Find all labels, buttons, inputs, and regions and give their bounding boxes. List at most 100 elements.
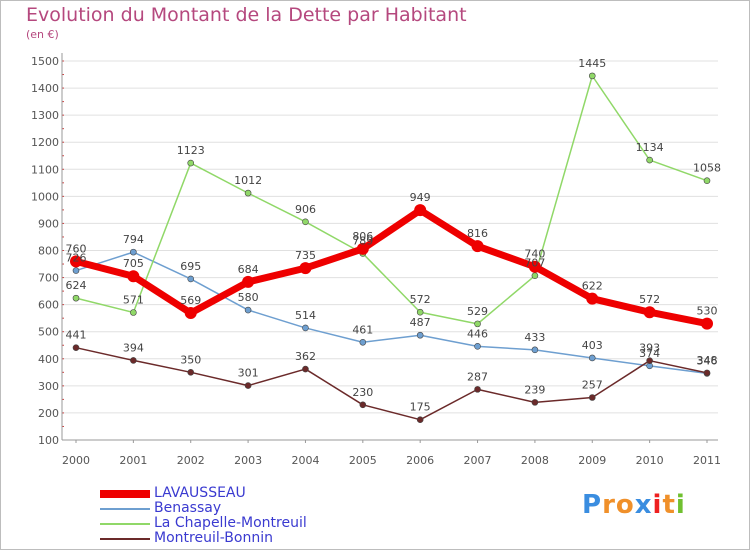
series-line-la-chapelle-montreuil: [75, 75, 708, 325]
x-tick-label: 2008: [521, 454, 549, 467]
data-point: [302, 365, 309, 373]
data-label: 301: [238, 367, 259, 380]
chart-title: Evolution du Montant de la Dette par Hab…: [26, 4, 467, 26]
data-label: 735: [295, 249, 316, 262]
data-point: [72, 294, 80, 302]
logo-letter: i: [652, 490, 663, 520]
data-label: 257: [582, 378, 603, 391]
x-tick-label: 2007: [464, 454, 492, 467]
data-point: [359, 338, 367, 346]
y-tick-label: 1100: [31, 163, 59, 176]
data-point: [130, 248, 137, 256]
data-point: [302, 324, 309, 332]
data-label: 487: [410, 316, 431, 329]
x-tick-label: 2003: [234, 454, 262, 467]
data-point: [588, 72, 596, 80]
x-tick-label: 2000: [62, 454, 90, 467]
data-point: [586, 292, 599, 305]
data-point: [588, 354, 596, 362]
y-tick-label: 600: [38, 299, 59, 312]
logo-letter: x: [634, 490, 653, 520]
data-label: 816: [467, 227, 488, 240]
legend-swatch-montreuil-bonnin: [100, 538, 150, 540]
proxiti-logo: Proxiti: [582, 490, 686, 520]
data-point: [130, 357, 137, 364]
data-point: [416, 416, 424, 423]
data-label: 726: [66, 252, 87, 265]
y-tick-label: 300: [38, 380, 59, 393]
data-point: [244, 306, 252, 314]
legend-swatch-la-chapelle-montreuil: [100, 523, 150, 525]
data-label: 580: [238, 291, 259, 304]
data-point: [242, 275, 255, 288]
y-tick-label: 1200: [31, 136, 59, 149]
chart-subtitle: (en €): [26, 28, 59, 41]
data-label: 684: [238, 263, 259, 276]
data-label: 624: [66, 279, 87, 292]
data-point: [474, 320, 481, 328]
data-label: 362: [295, 350, 316, 363]
data-label: 622: [582, 280, 603, 293]
data-point: [414, 204, 427, 217]
data-label: 239: [524, 383, 545, 396]
y-tick-label: 1500: [31, 55, 59, 68]
data-label: 350: [180, 353, 201, 366]
data-label: 1134: [636, 141, 664, 154]
data-label: 394: [123, 341, 144, 354]
legend-label: Montreuil-Bonnin: [154, 530, 273, 546]
data-label: 571: [123, 293, 144, 306]
x-tick-label: 2004: [291, 454, 319, 467]
logo-letter: t: [662, 490, 676, 520]
data-point: [299, 262, 312, 275]
data-label: 806: [352, 230, 373, 243]
data-point: [646, 156, 653, 164]
legend-swatch-benassay: [100, 508, 150, 510]
legend-label: Benassay: [154, 500, 222, 516]
data-label: 393: [639, 342, 660, 355]
x-tick-label: 2002: [177, 454, 205, 467]
data-label: 794: [123, 233, 144, 246]
data-label: 760: [66, 242, 87, 255]
plot-area: [62, 53, 718, 440]
data-label: 230: [352, 386, 373, 399]
data-label: 705: [123, 257, 144, 270]
data-point: [359, 401, 367, 409]
y-tick-label: 900: [38, 217, 59, 230]
legend-label: LAVAUSSEAU: [154, 485, 246, 501]
data-label: 530: [697, 305, 718, 318]
series-line-benassay: [75, 251, 708, 375]
data-point: [187, 275, 195, 283]
data-point: [643, 306, 656, 319]
legend-label: La Chapelle-Montreuil: [154, 515, 307, 531]
data-point: [187, 159, 195, 167]
data-point: [187, 369, 195, 376]
legend-swatch-lavausseau: [100, 490, 150, 498]
data-point: [701, 317, 713, 330]
data-point: [588, 394, 596, 401]
y-tick-label: 100: [38, 434, 59, 447]
data-label: 569: [180, 294, 201, 307]
data-label: 346: [697, 354, 718, 367]
data-point: [646, 357, 653, 364]
data-point: [471, 240, 484, 253]
data-label: 403: [582, 339, 603, 352]
data-label: 1058: [693, 162, 721, 175]
x-tick-label: 2001: [119, 454, 147, 467]
y-tick-label: 400: [38, 353, 59, 366]
data-label: 572: [639, 293, 660, 306]
data-label: 175: [410, 401, 431, 414]
data-label: 348: [697, 354, 718, 367]
data-label: 446: [467, 327, 488, 340]
data-label: 514: [295, 309, 316, 322]
data-label: 740: [524, 248, 545, 261]
data-point: [72, 267, 80, 274]
data-point: [302, 218, 309, 226]
y-tick-label: 1000: [31, 190, 59, 203]
logo-letter: r: [602, 490, 616, 520]
data-label: 695: [180, 260, 201, 273]
data-point: [127, 270, 140, 283]
y-tick-label: 500: [38, 326, 59, 339]
data-point: [416, 331, 424, 339]
data-label: 1445: [578, 57, 606, 70]
data-label: 441: [66, 329, 87, 342]
